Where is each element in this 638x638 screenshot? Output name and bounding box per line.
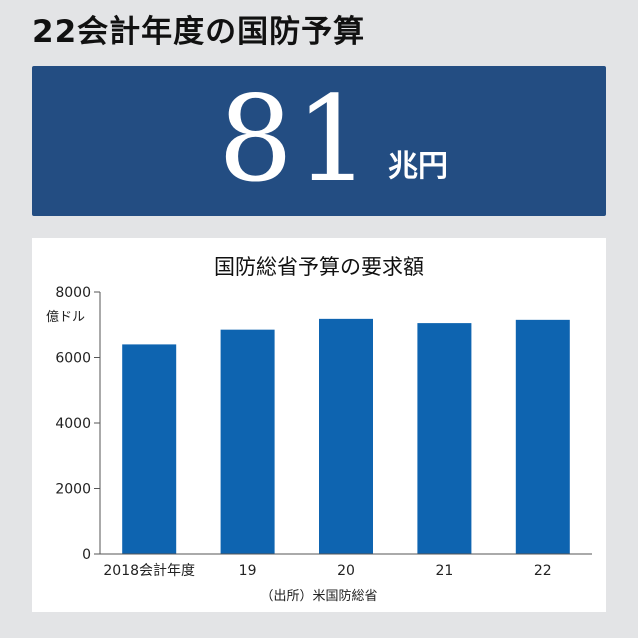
x-tick-label: 20 [337, 563, 355, 579]
y-tick-label: 2000 [55, 482, 91, 498]
y-tick-label: 0 [82, 547, 91, 563]
headline: 22会計年度の国防予算 [32, 14, 366, 50]
x-tick-label: 22 [534, 563, 552, 579]
budget-unit: 兆円 [388, 149, 448, 184]
bar [220, 329, 275, 554]
x-axis: 2018会計年度 19 20 21 22 [100, 553, 592, 579]
x-tick-label: 19 [239, 563, 257, 579]
y-tick-label: 4000 [55, 416, 91, 432]
budget-value: 81 [218, 70, 373, 208]
bar [417, 323, 472, 554]
source-note: （出所）米国防総省 [260, 588, 377, 604]
chart-title: 国防総省予算の要求額 [214, 255, 424, 279]
chart-panel: 国防総省予算の要求額 億ドル 0 2000 4000 6000 8000 2018会計年… [32, 238, 606, 612]
bar-chart: 国防総省予算の要求額 億ドル 0 2000 4000 6000 8000 2018会計年… [46, 255, 592, 604]
budget-banner: 81 兆円 [32, 66, 606, 216]
bar [319, 318, 373, 554]
bar [515, 319, 570, 554]
y-axis-unit: 億ドル [46, 309, 85, 325]
bars [122, 318, 570, 554]
bar [122, 344, 177, 554]
y-tick-label: 6000 [55, 351, 91, 367]
y-tick-label: 8000 [55, 285, 91, 301]
x-tick-label: 21 [435, 563, 453, 579]
x-tick-label: 2018会計年度 [103, 563, 195, 579]
y-axis: 0 2000 4000 6000 8000 [55, 285, 101, 563]
